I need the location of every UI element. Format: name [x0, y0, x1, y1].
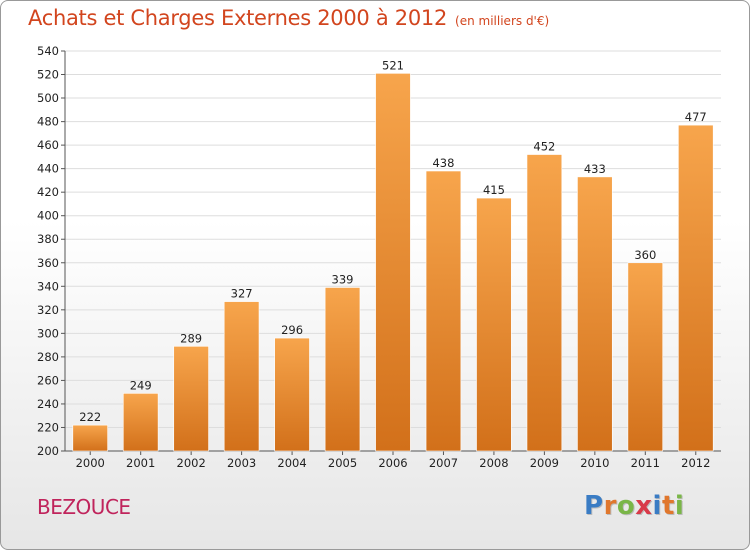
x-tick-label-2009: 2009 [530, 456, 559, 470]
bar-2008 [476, 197, 512, 452]
value-label-2006: 521 [382, 58, 404, 72]
y-tick-label: 480 [37, 115, 59, 129]
y-tick-label: 400 [37, 209, 59, 223]
value-label-2009: 452 [533, 140, 555, 154]
logo-letter: i [652, 491, 662, 521]
x-tick-label-2007: 2007 [429, 456, 458, 470]
x-tick-label-2003: 2003 [227, 456, 256, 470]
x-tick-label-2012: 2012 [681, 456, 710, 470]
value-label-2007: 438 [432, 156, 454, 170]
logo-letter: o [616, 491, 636, 521]
value-label-2010: 433 [584, 162, 606, 176]
axes: 200 220 240 260 280 300 320 340 360 380 400 420 440 4… [37, 44, 721, 470]
bar-2005 [324, 287, 361, 452]
y-tick-label: 220 [37, 420, 59, 434]
value-label-2005: 339 [332, 272, 354, 286]
x-tick-label-2006: 2006 [378, 456, 407, 470]
x-tick-label-2008: 2008 [479, 456, 508, 470]
value-label-2004: 296 [281, 323, 303, 337]
value-label-2001: 249 [130, 378, 152, 392]
chart-title: Achats et Charges Externes 2000 à 2012 (e… [28, 6, 549, 30]
x-tick-label-2011: 2011 [631, 456, 660, 470]
y-tick-label: 440 [37, 162, 59, 176]
value-label-2012: 477 [685, 110, 707, 124]
y-tick-label: 280 [37, 350, 59, 364]
x-tick-label-2010: 2010 [580, 456, 609, 470]
bars [72, 73, 714, 452]
bar-2007 [425, 170, 462, 452]
proxiti-logo[interactable]: Proxiti [584, 491, 684, 521]
y-tick-label: 200 [37, 444, 59, 458]
bar-2001 [122, 393, 159, 452]
value-label-2011: 360 [634, 248, 656, 262]
value-label-2000: 222 [79, 410, 101, 424]
y-tick-label: 360 [37, 256, 59, 270]
bar-2000 [72, 424, 108, 452]
y-tick-label: 300 [37, 326, 59, 340]
logo-letter: r [603, 491, 617, 521]
x-tick-label-2004: 2004 [277, 456, 306, 470]
value-labels: 222 249 289 327 296 339 521 438 415 452 433 360 477 [79, 58, 706, 424]
value-label-2002: 289 [180, 331, 202, 345]
chart-subtitle: (en milliers d'€) [455, 14, 550, 28]
bar-2003 [223, 301, 260, 452]
logo-letter: i [674, 491, 685, 521]
bar-2006 [375, 73, 411, 452]
y-tick-label: 520 [37, 68, 59, 82]
y-tick-label: 260 [37, 373, 59, 387]
y-tick-label: 240 [37, 397, 59, 411]
logo-letter: P [584, 491, 604, 521]
y-tick-label: 460 [37, 138, 59, 152]
bar-2009 [526, 154, 563, 452]
y-tick-label: 420 [37, 185, 59, 199]
y-tick-label: 320 [37, 303, 59, 317]
y-tick-label: 380 [37, 232, 59, 246]
chart-title-text: Achats et Charges Externes 2000 à 2012 [28, 6, 448, 30]
x-tick-label-2005: 2005 [328, 456, 357, 470]
commune-name: BEZOUCE [37, 495, 131, 519]
x-tick-label-2002: 2002 [177, 456, 206, 470]
bar-2012 [678, 124, 714, 452]
y-tick-label: 500 [37, 91, 59, 105]
value-label-2008: 415 [483, 183, 505, 197]
bar-2002 [173, 345, 209, 452]
logo-letter: t [661, 491, 675, 521]
x-tick-label-2001: 2001 [126, 456, 155, 470]
bar-2010 [577, 176, 613, 452]
y-tick-label: 340 [37, 279, 59, 293]
logo-letter: x [635, 491, 653, 521]
bar-2004 [274, 337, 310, 452]
value-label-2003: 327 [231, 287, 253, 301]
x-tick-label-2000: 2000 [76, 456, 105, 470]
y-tick-label: 540 [37, 44, 59, 58]
bar-2011 [627, 262, 664, 452]
